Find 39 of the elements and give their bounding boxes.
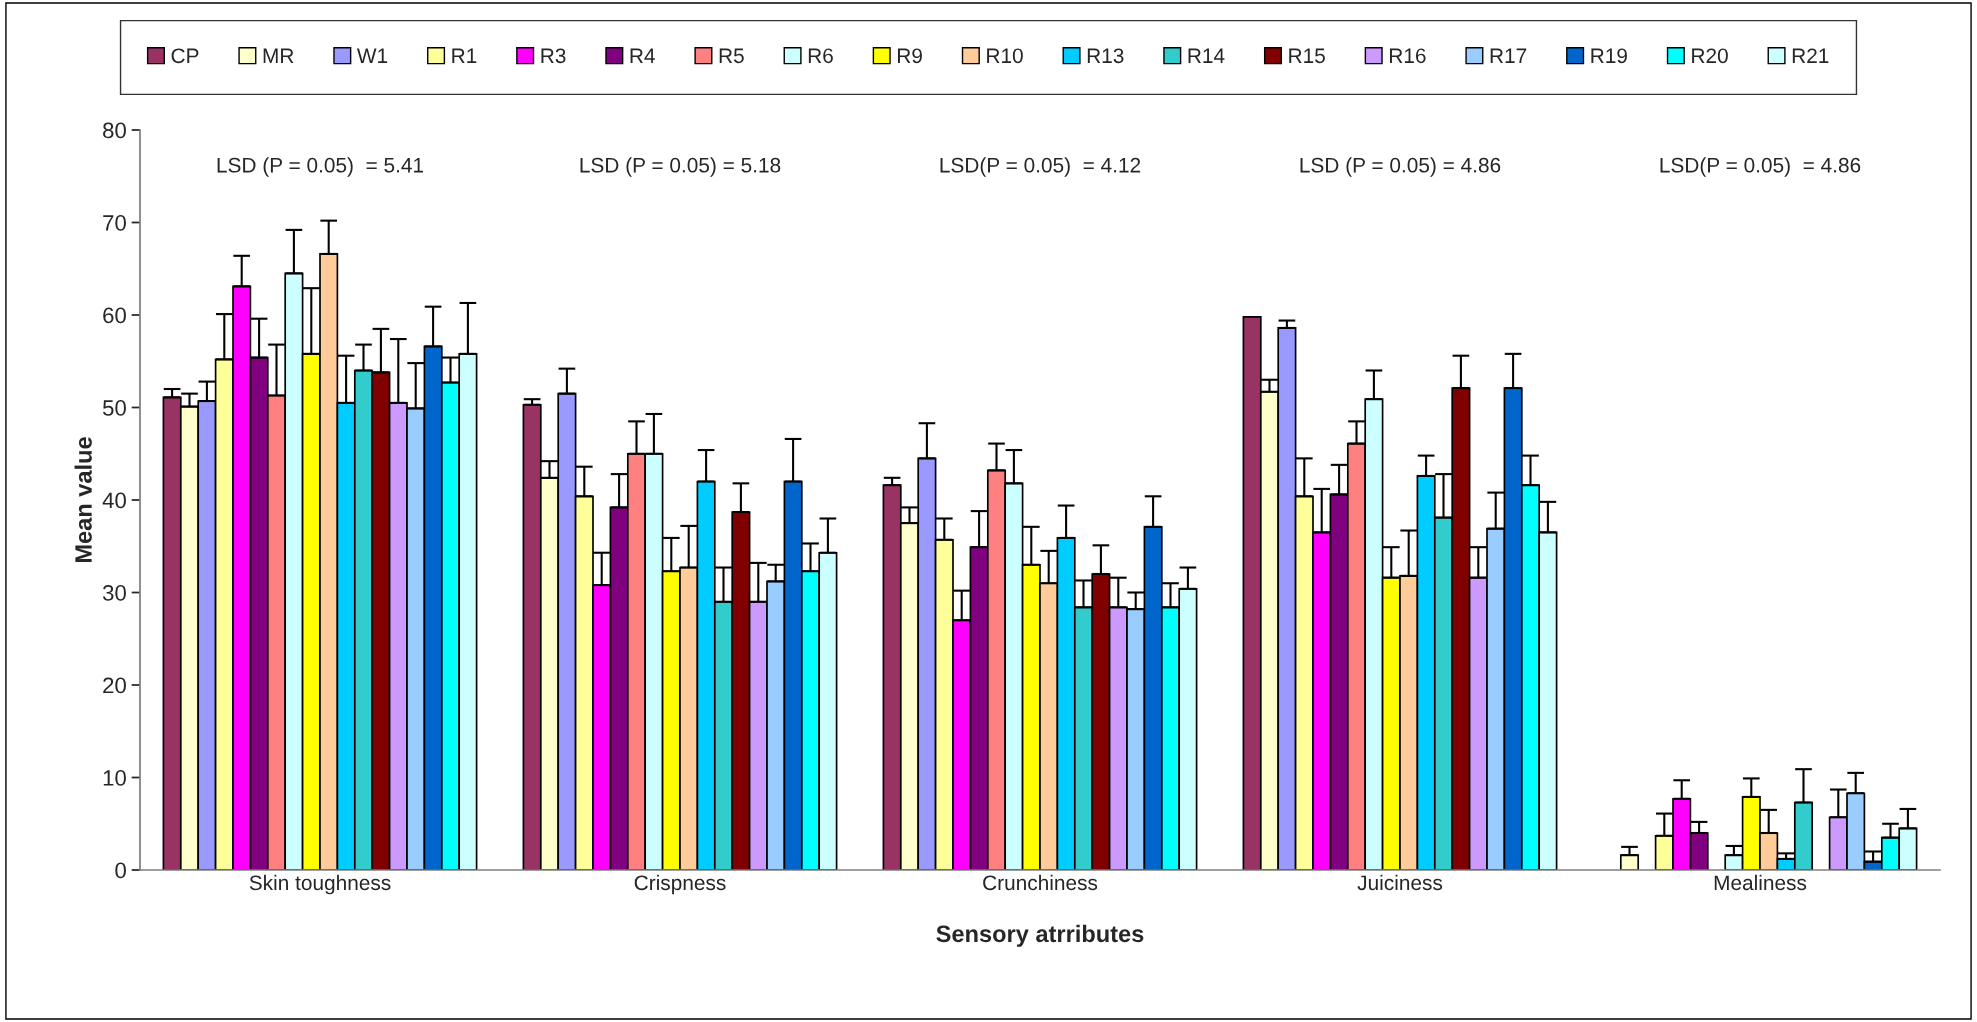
legend-label: R9 xyxy=(898,48,922,64)
legend-label: R4 xyxy=(630,48,655,63)
legend-label: R3 xyxy=(541,48,566,64)
x-axis-title: Sensory atrributes xyxy=(936,924,1144,947)
legend-label: R20 xyxy=(1692,48,1728,64)
legend-label: R19 xyxy=(1591,48,1627,64)
x-tick-label: Mealiness xyxy=(1714,874,1807,891)
annotation: LSD (P = 0.05) = 5.41 xyxy=(217,157,424,177)
legend-label: R17 xyxy=(1490,48,1527,63)
y-tick-label: 60 xyxy=(103,307,126,324)
y-tick-label: 80 xyxy=(103,122,126,139)
x-tick-label: Crunchiness xyxy=(983,874,1098,891)
legend-label: MR xyxy=(263,48,294,63)
legend-label: R13 xyxy=(1087,48,1124,64)
legend-label: CP xyxy=(171,48,199,64)
x-tick-label: Skin toughness xyxy=(249,874,391,895)
y-tick-label: 0 xyxy=(115,862,126,879)
x-tick-label: Juiciness xyxy=(1357,874,1443,891)
y-tick-label: 20 xyxy=(103,677,126,694)
legend-label: R1 xyxy=(452,48,477,63)
legend-label: R10 xyxy=(987,48,1023,64)
legend-label: R5 xyxy=(719,48,744,64)
legend-label: R6 xyxy=(808,48,833,64)
y-tick-label: 50 xyxy=(102,400,126,416)
x-tick-label: Crispness xyxy=(634,874,726,895)
legend-label: R21 xyxy=(1792,48,1829,63)
y-tick-label: 40 xyxy=(102,492,126,509)
y-tick-label: 10 xyxy=(103,770,126,786)
legend-label: R16 xyxy=(1390,48,1426,64)
annotation: LSD(P = 0.05) = 4.86 xyxy=(1660,157,1861,177)
legend-label: R15 xyxy=(1289,48,1325,64)
annotation: LSD(P = 0.05) = 4.12 xyxy=(940,157,1141,177)
y-axis-title: Mean value xyxy=(74,437,92,563)
y-tick-label: 30 xyxy=(102,585,126,601)
annotation: LSD (P = 0.05) = 5.18 xyxy=(580,157,781,177)
annotation: LSD (P = 0.05) = 4.86 xyxy=(1300,157,1501,177)
y-tick-label: 70 xyxy=(103,215,126,231)
legend-label: W1 xyxy=(356,48,388,63)
legend-label: R14 xyxy=(1188,48,1225,63)
